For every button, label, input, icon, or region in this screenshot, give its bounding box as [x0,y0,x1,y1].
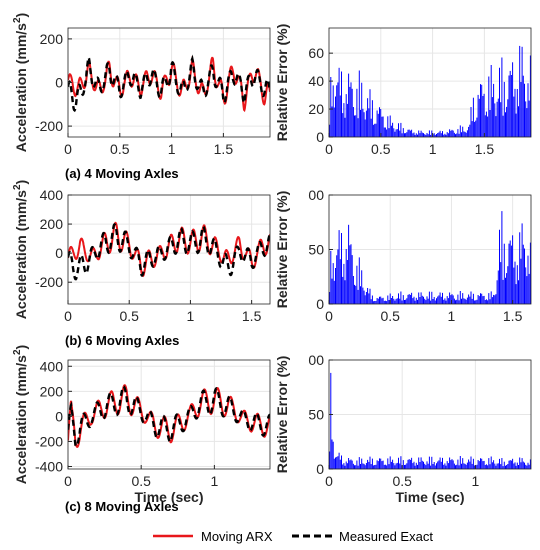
legend: Moving ARX Measured Exact [153,529,433,544]
y-axis-label: Relative Error (%) [274,356,290,473]
y-axis-label: Relative Error (%) [274,24,290,141]
x-tick-label: 0 [325,308,333,324]
error-bars-group [329,45,531,137]
y-axis-label: Acceleration (mm/s2) [12,180,29,319]
y-tick-label: 200 [40,216,64,232]
y-axis-label-superscript: 2 [12,17,23,23]
y-tick-label: 0 [316,296,324,312]
panel-b_err: 0 0.5 1 1.5 0 50 00 Relative Error (%) [274,187,532,324]
y-tick-label: -200 [35,433,63,449]
panel-a_err: 0 0.5 1 1.5 0 20 40 60 Relative Error (%) [274,24,532,157]
x-axis-label: Time (sec) [135,489,204,505]
panel-caption: (c) 8 Moving Axles [65,499,179,514]
x-tick-label: 0 [325,141,333,157]
y-tick-label: 20 [308,101,324,117]
y-axis-label-text: Relative Error (%) [274,24,290,141]
y-axis-label-text: Acceleration (mm/s [13,190,29,319]
y-tick-label: 50 [308,407,324,423]
x-tick-label: 1.5 [214,141,234,157]
x-tick-label: 1.5 [242,308,262,324]
x-tick-label: 0 [64,308,72,324]
y-tick-label: 60 [308,45,324,61]
y-tick-label: 400 [40,187,64,203]
x-tick-label: 1 [187,308,195,324]
y-axis-label: Relative Error (%) [274,191,290,308]
x-tick-label: 0.5 [110,141,130,157]
y-axis-label-close: ) [13,345,29,350]
panel-caption: (b) 6 Moving Axles [65,333,179,348]
x-tick-label: 1 [210,473,218,489]
x-tick-label: 0.5 [119,308,139,324]
panel-caption: (a) 4 Moving Axles [65,166,179,181]
y-tick-label: -200 [35,118,63,134]
legend-label-moving-arx: Moving ARX [201,529,273,544]
x-tick-label: 1 [471,473,479,489]
x-tick-label: 0 [64,141,72,157]
x-tick-label: 1 [168,141,176,157]
legend-label-measured-exact: Measured Exact [339,529,433,544]
series-line-measured-exact [68,385,270,448]
series-line-measured-exact [68,222,270,281]
y-tick-label: 0 [316,461,324,477]
x-tick-label: 0.5 [371,141,391,157]
y-tick-label: -400 [35,458,63,474]
y-tick-label: 0 [55,408,63,424]
x-tick-label: 1 [448,308,456,324]
x-tick-label: 0.5 [131,473,151,489]
y-tick-label: 400 [40,358,64,374]
y-tick-label: 200 [40,383,64,399]
x-tick-label: 1.5 [503,308,523,324]
axes-frame [67,194,271,305]
y-axis-label: Acceleration (mm/s2) [12,13,29,152]
axes-frame [328,27,532,138]
x-tick-label: 0.5 [380,308,400,324]
y-tick-label: 00 [308,352,324,368]
y-tick-label: 0 [55,245,63,261]
y-axis-label-text: Acceleration (mm/s [13,355,29,484]
y-axis-label-close: ) [13,13,29,18]
x-tick-label: 1 [429,141,437,157]
x-tick-label: 0.5 [392,473,412,489]
x-tick-label: 0 [325,473,333,489]
x-tick-label: 0 [64,473,72,489]
x-axis-label: Time (sec) [396,489,465,505]
axes-frame [67,359,271,470]
y-axis-label: Acceleration (mm/s2) [12,345,29,484]
y-tick-label: 40 [308,73,324,89]
y-axis-label-superscript: 2 [12,184,23,190]
panel-c: 0 0.5 1 -400 -200 0 200 400 Acceleration (mm/s2)… [12,345,271,505]
y-tick-label: 200 [40,31,64,47]
y-tick-label: 50 [308,242,324,258]
y-axis-label-text: Relative Error (%) [274,356,290,473]
error-bars-group [329,372,531,469]
series-group [68,53,270,113]
panel-b: 0 0.5 1 1.5 -200 0 200 400 Acceleration (mm/s2) [12,180,271,324]
panel-c_err: 0 0.5 1 0 50 00 Relative Error (%) Time (sec) [274,352,532,505]
series-group [68,384,270,448]
y-tick-label: 0 [55,75,63,91]
series-line-measured-exact [68,53,270,113]
y-tick-label: 00 [308,187,324,203]
error-bars-group [329,211,531,304]
y-axis-label-text: Relative Error (%) [274,191,290,308]
y-axis-label-close: ) [13,180,29,185]
series-group [68,221,270,281]
y-tick-label: 0 [316,129,324,145]
y-axis-label-superscript: 2 [12,349,23,355]
y-tick-label: -200 [35,274,63,290]
y-axis-label-text: Acceleration (mm/s [13,23,29,152]
x-tick-label: 1.5 [475,141,495,157]
